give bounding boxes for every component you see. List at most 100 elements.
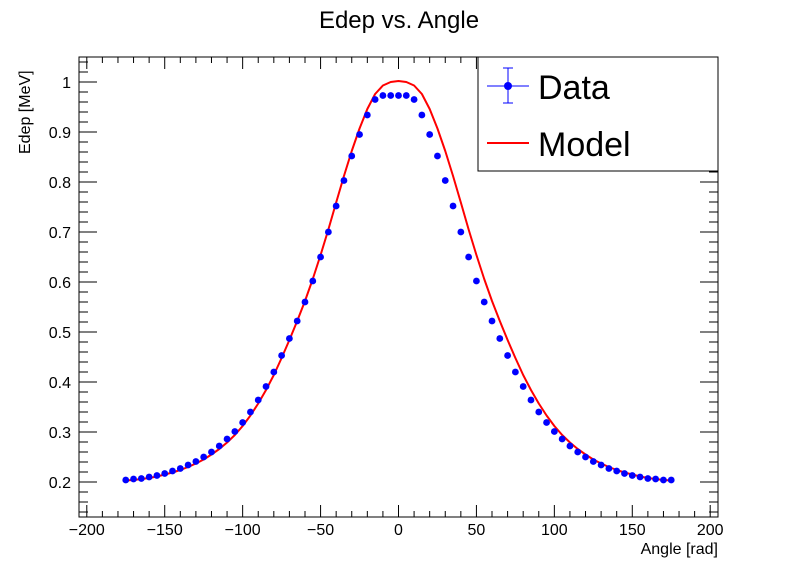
legend-data-label: Data [538,69,610,107]
data-point [137,475,145,482]
data-point [192,458,200,465]
data-point [387,92,395,99]
data-point [130,475,137,483]
chart-title: Edep vs. Angle [319,7,479,34]
data-point [262,383,270,390]
data-point [239,419,247,426]
data-point [169,467,176,475]
data-point [402,92,410,99]
data-point [270,368,278,376]
data-point [566,442,574,450]
x-tick-label: 150 [619,522,646,539]
data-point [231,428,239,435]
x-tick-label: −150 [147,522,183,539]
y-tick-label: 0.2 [49,475,71,492]
data-point [223,435,231,443]
data-point [348,152,356,160]
data-point [293,317,301,325]
data-point [324,228,332,236]
y-tick-label: 0.5 [49,325,71,342]
data-point [527,396,535,404]
x-tick-label: 50 [468,522,486,539]
x-tick-label: −200 [69,522,105,539]
legend: Data Model [477,56,719,172]
data-point [519,383,527,390]
data-point [465,253,473,261]
data-point [488,317,496,325]
data-point [184,461,192,469]
y-tick-label: 0.4 [49,375,71,392]
data-point [613,467,621,475]
data-point [605,465,613,472]
y-tick-label: 0.8 [49,175,71,192]
data-point [254,396,262,404]
x-tick-label: 0 [394,522,403,539]
data-point [278,352,286,359]
data-point [667,476,675,484]
data-point [286,335,293,342]
data-point [558,435,566,443]
data-point [543,419,550,426]
x-tick-label: 100 [541,522,568,539]
legend-data-marker [504,82,512,90]
data-point [395,92,402,99]
data-point [621,470,628,477]
y-tick-label: 0.3 [49,425,71,442]
data-point [363,111,371,119]
legend-model-label: Model [538,126,631,164]
x-tick-label: −100 [225,522,261,539]
data-point [247,408,254,416]
data-point [215,442,223,450]
data-point [153,472,161,479]
data-point [574,448,582,456]
data-point [449,202,457,210]
data-point [511,368,519,376]
data-point [371,96,379,103]
data-point [418,111,426,119]
legend-box [477,56,719,172]
data-point [410,96,418,103]
data-point [356,131,363,138]
data-point [301,298,309,306]
data-point [426,131,434,138]
data-point [161,470,169,477]
x-axis-label: Angle [rad] [641,541,718,558]
data-point [332,202,340,210]
data-point [457,228,465,236]
data-point [550,428,558,435]
data-point [504,352,511,359]
y-tick-label: 1 [62,75,71,92]
data-point [473,277,480,285]
x-tick-label: 200 [697,522,724,539]
data-point [434,152,441,160]
data-point [340,177,348,184]
data-point [589,458,597,465]
x-axis: −200 −150 −100 −50 0 50 100 150 200 [69,57,724,539]
x-tick-label: −50 [307,522,334,539]
data-point [628,472,636,479]
data-point [379,92,387,99]
data-point [441,177,449,184]
y-tick-label: 0.6 [49,275,71,292]
data-point [582,453,589,461]
data-point [480,298,488,306]
data-point [122,476,130,484]
data-point [309,277,317,285]
data-point [644,475,652,482]
data-point [597,461,605,469]
data-point [652,475,660,483]
y-axis: 0.2 0.3 0.4 0.5 0.6 0.7 0.8 0.9 1 [49,61,718,513]
data-point [636,473,644,481]
data-point [176,465,184,472]
data-point [535,408,543,416]
data-point [496,335,504,342]
data-point [317,253,324,261]
y-axis-label: Edep [MeV] [17,70,34,154]
series-data [122,92,675,484]
data-point [208,448,215,456]
data-point [200,453,208,461]
y-tick-label: 0.7 [49,225,71,242]
y-tick-label: 0.9 [49,125,71,142]
data-point [660,476,667,484]
